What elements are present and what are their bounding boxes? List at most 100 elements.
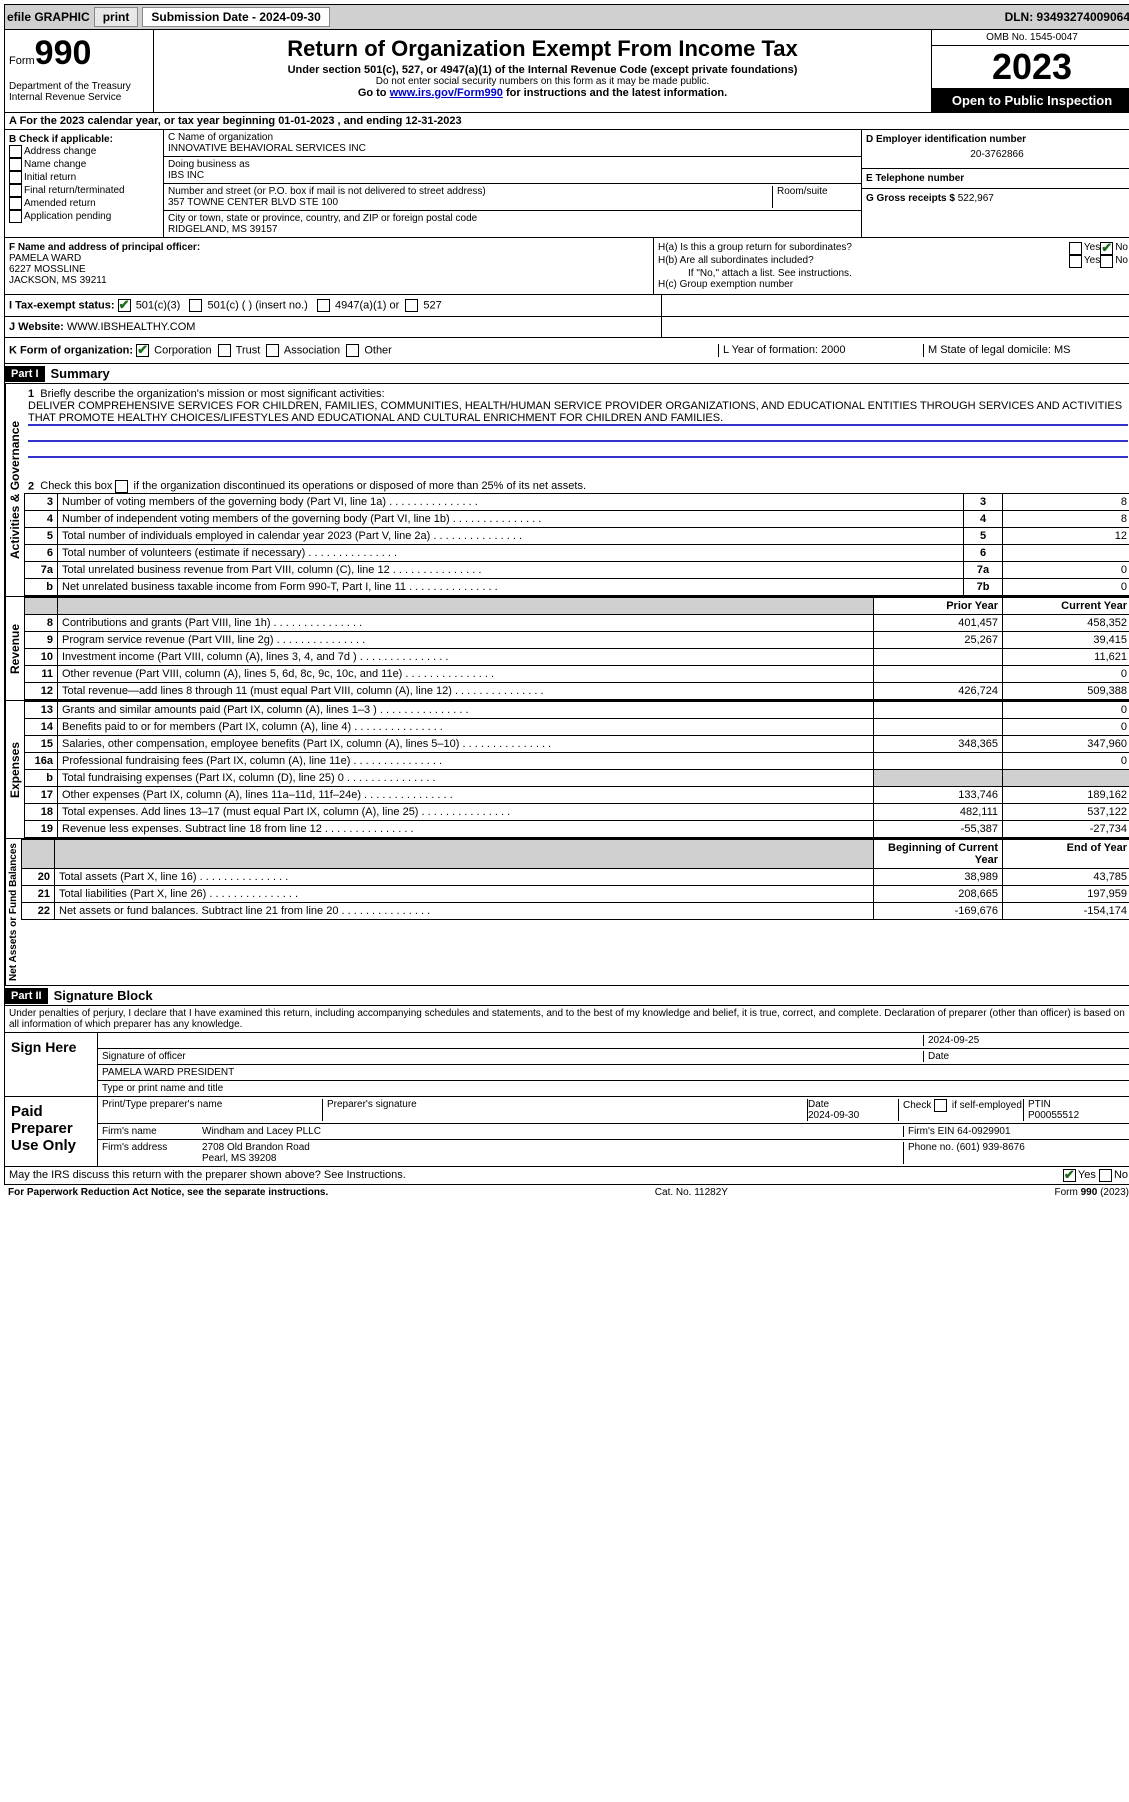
trust-label: Trust [236, 344, 261, 356]
perjury-text: Under penalties of perjury, I declare th… [4, 1006, 1129, 1033]
address-change-checkbox[interactable] [9, 145, 22, 158]
part2-label: Part II [5, 988, 48, 1004]
row-desc: Net unrelated business taxable income fr… [58, 579, 964, 596]
print-button[interactable]: print [94, 7, 139, 27]
k-row: K Form of organization: Corporation Trus… [4, 338, 1129, 364]
501c-label: 501(c) ( ) (insert no.) [208, 299, 308, 311]
initial-return-label: Initial return [24, 172, 76, 183]
prep-date-label: Date [808, 1099, 829, 1110]
ha-label: H(a) Is this a group return for subordin… [658, 242, 1069, 255]
row-num: 18 [25, 804, 58, 821]
row-desc: Total expenses. Add lines 13–17 (must eq… [58, 804, 874, 821]
discuss-yes-checkbox[interactable] [1063, 1169, 1076, 1182]
prior-year-header: Prior Year [874, 598, 1003, 615]
self-employed-checkbox[interactable] [934, 1099, 947, 1112]
assoc-label: Association [284, 344, 340, 356]
firm-addr: 2708 Old Brandon Road Pearl, MS 39208 [202, 1142, 904, 1164]
f-h-row: F Name and address of principal officer:… [4, 238, 1129, 295]
application-pending-checkbox[interactable] [9, 210, 22, 223]
ha-no-checkbox[interactable] [1100, 242, 1113, 255]
current-value: 0 [1003, 753, 1129, 770]
row-num: 3 [25, 494, 58, 511]
row-num: b [25, 579, 58, 596]
website-value: WWW.IBSHEALTHY.COM [67, 321, 196, 333]
q1-num: 1 [28, 388, 34, 400]
ptin-value: P00055512 [1028, 1110, 1079, 1121]
check-self: Check if self-employed [903, 1100, 1022, 1111]
blank [55, 840, 874, 869]
domicile: M State of legal domicile: MS [923, 344, 1128, 357]
discuss-text: May the IRS discuss this return with the… [9, 1169, 1063, 1182]
trust-checkbox[interactable] [218, 344, 231, 357]
row-num: 5 [25, 528, 58, 545]
goto-link[interactable]: www.irs.gov/Form990 [390, 87, 503, 99]
corp-checkbox[interactable] [136, 344, 149, 357]
prior-value [874, 719, 1003, 736]
row-desc: Total assets (Part X, line 16) [55, 869, 874, 886]
goto-prefix: Go to [358, 87, 390, 99]
final-return-checkbox[interactable] [9, 184, 22, 197]
title-box: Return of Organization Exempt From Incom… [154, 30, 931, 112]
row-num: 12 [25, 683, 58, 700]
final-return-label: Final return/terminated [24, 185, 125, 196]
org-name: INNOVATIVE BEHAVIORAL SERVICES INC [168, 143, 857, 154]
box-c: C Name of organization INNOVATIVE BEHAVI… [164, 130, 862, 237]
part1-label: Part I [5, 366, 45, 382]
hb-no-checkbox[interactable] [1100, 255, 1113, 268]
q2-text: Check this box if the organization disco… [40, 480, 586, 492]
q2-checkbox[interactable] [115, 480, 128, 493]
firm-phone-label: Phone no. [908, 1142, 954, 1153]
sig-type-label: Type or print name and title [102, 1083, 223, 1094]
submission-date: Submission Date - 2024-09-30 [142, 7, 329, 27]
paid-preparer-block: Paid Preparer Use Only Print/Type prepar… [4, 1097, 1129, 1167]
omb-number: OMB No. 1545-0047 [932, 30, 1129, 46]
501c-checkbox[interactable] [189, 299, 202, 312]
side-expenses: Expenses [5, 701, 24, 838]
goto-tail: for instructions and the latest informat… [503, 87, 727, 99]
row-num: 11 [25, 666, 58, 683]
dba-label: Doing business as [168, 159, 857, 170]
amended-return-checkbox[interactable] [9, 197, 22, 210]
4947-checkbox[interactable] [317, 299, 330, 312]
sig-name: PAMELA WARD PRESIDENT [102, 1067, 234, 1078]
prep-sig-label: Preparer's signature [323, 1099, 808, 1121]
current-value: 0 [1003, 666, 1129, 683]
527-label: 527 [423, 299, 441, 311]
form-number-box: Form990 Department of the Treasury Inter… [5, 30, 154, 112]
row-desc: Total unrelated business revenue from Pa… [58, 562, 964, 579]
ha-yes-checkbox[interactable] [1069, 242, 1082, 255]
discuss-no: No [1114, 1169, 1128, 1182]
form-org-label: K Form of organization: [9, 344, 133, 356]
prior-value: 401,457 [874, 615, 1003, 632]
assoc-checkbox[interactable] [266, 344, 279, 357]
side-governance: Activities & Governance [5, 384, 24, 596]
501c3-checkbox[interactable] [118, 299, 131, 312]
prior-value: -55,387 [874, 821, 1003, 838]
city-label: City or town, state or province, country… [168, 213, 857, 224]
officer-addr2: JACKSON, MS 39211 [9, 275, 649, 286]
hb-label: H(b) Are all subordinates included? [658, 255, 1069, 268]
current-value: 39,415 [1003, 632, 1129, 649]
row-num: 6 [25, 545, 58, 562]
hb-yes-checkbox[interactable] [1069, 255, 1082, 268]
firm-addr-label: Firm's address [102, 1142, 202, 1164]
row-num: 8 [25, 615, 58, 632]
name-change-checkbox[interactable] [9, 158, 22, 171]
row-desc: Grants and similar amounts paid (Part IX… [58, 702, 874, 719]
527-checkbox[interactable] [405, 299, 418, 312]
prior-value [874, 666, 1003, 683]
firm-name: Windham and Lacey PLLC [202, 1126, 904, 1137]
initial-return-checkbox[interactable] [9, 171, 22, 184]
blank [22, 840, 55, 869]
paid-preparer-label: Paid Preparer Use Only [5, 1097, 98, 1166]
current-value: 11,621 [1003, 649, 1129, 666]
other-checkbox[interactable] [346, 344, 359, 357]
box-b: B Check if applicable: Address change Na… [5, 130, 164, 237]
ein-value: 20-3762866 [866, 145, 1128, 164]
discuss-no-checkbox[interactable] [1099, 1169, 1112, 1182]
firm-name-label: Firm's name [102, 1126, 202, 1137]
begin-value: 38,989 [874, 869, 1003, 886]
summary-body: Activities & Governance 1 Briefly descri… [4, 384, 1129, 597]
i-row: I Tax-exempt status: 501(c)(3) 501(c) ( … [4, 295, 1129, 317]
row-label: 7b [964, 579, 1003, 596]
